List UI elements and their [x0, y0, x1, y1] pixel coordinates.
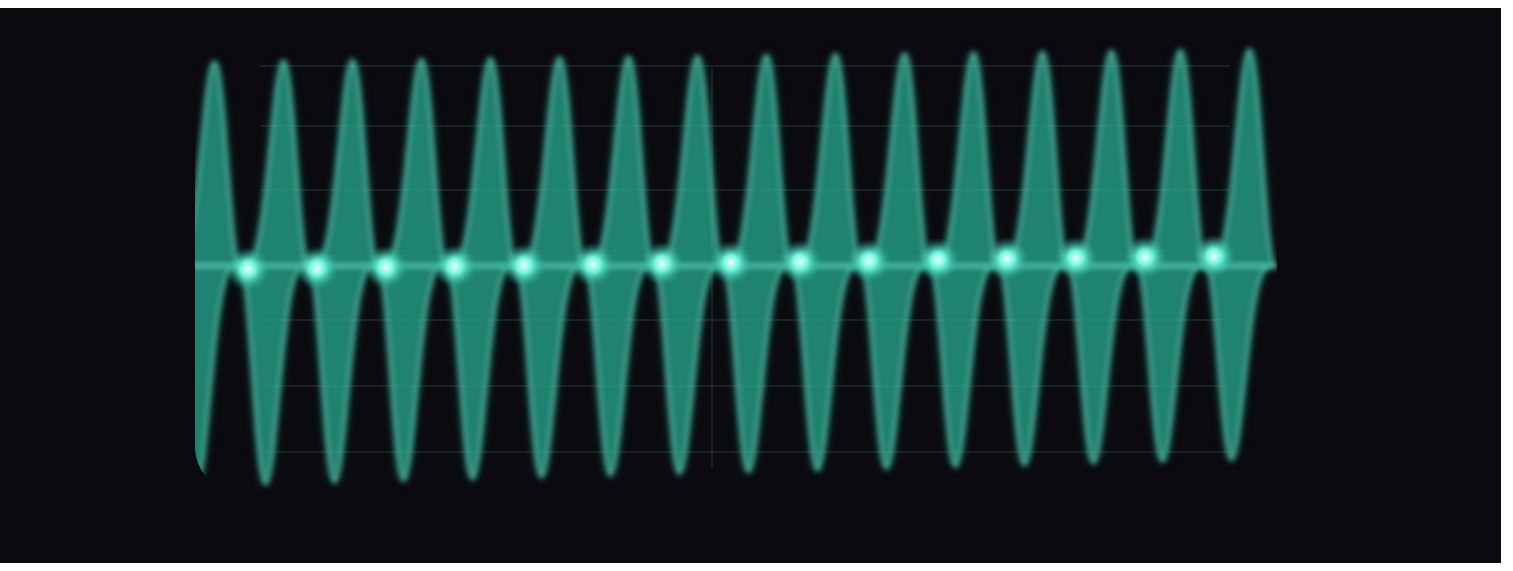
crossing-glow [364, 245, 408, 290]
oscilloscope-photo [0, 8, 1501, 563]
crossing-glow [640, 241, 684, 286]
crossing-glow [1192, 234, 1236, 279]
crossing-glow [985, 237, 1029, 282]
crossing-glow [433, 244, 477, 289]
trace-lobe [195, 59, 245, 268]
crossing-glow [295, 246, 339, 291]
crossing-glow [226, 247, 270, 291]
crossing-points [226, 234, 1236, 291]
trace-lobe [1200, 264, 1275, 462]
crossing-glow [571, 242, 615, 287]
crossing-glow [847, 238, 891, 283]
crossing-glow [709, 240, 753, 285]
crossing-glow [502, 243, 546, 288]
crossing-glow [1054, 236, 1098, 281]
crossing-glow [1123, 235, 1167, 280]
crossing-glow [916, 238, 960, 282]
waveform [195, 47, 1277, 489]
trace-lobe [1131, 264, 1206, 464]
crossing-glow [778, 239, 822, 284]
